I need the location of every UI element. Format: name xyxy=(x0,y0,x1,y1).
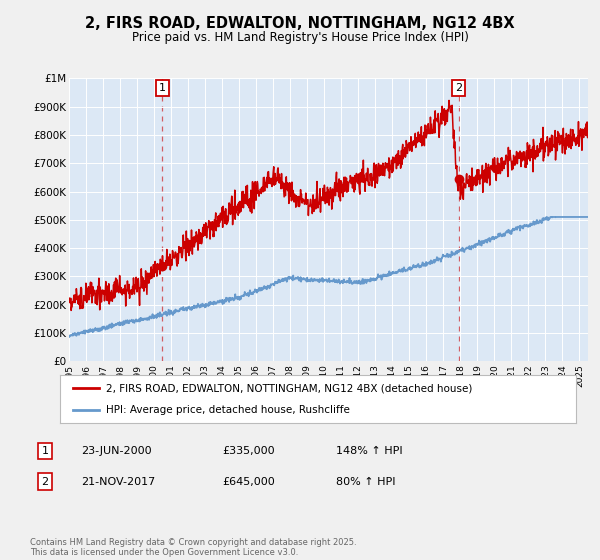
Text: 80% ↑ HPI: 80% ↑ HPI xyxy=(336,477,395,487)
Text: HPI: Average price, detached house, Rushcliffe: HPI: Average price, detached house, Rush… xyxy=(106,405,350,415)
Text: 2, FIRS ROAD, EDWALTON, NOTTINGHAM, NG12 4BX: 2, FIRS ROAD, EDWALTON, NOTTINGHAM, NG12… xyxy=(85,16,515,31)
Text: 21-NOV-2017: 21-NOV-2017 xyxy=(81,477,155,487)
Text: 2, FIRS ROAD, EDWALTON, NOTTINGHAM, NG12 4BX (detached house): 2, FIRS ROAD, EDWALTON, NOTTINGHAM, NG12… xyxy=(106,383,473,393)
Text: 148% ↑ HPI: 148% ↑ HPI xyxy=(336,446,403,456)
Text: £335,000: £335,000 xyxy=(222,446,275,456)
Text: Price paid vs. HM Land Registry's House Price Index (HPI): Price paid vs. HM Land Registry's House … xyxy=(131,31,469,44)
Text: Contains HM Land Registry data © Crown copyright and database right 2025.
This d: Contains HM Land Registry data © Crown c… xyxy=(30,538,356,557)
Text: 1: 1 xyxy=(41,446,49,456)
Text: 1: 1 xyxy=(159,83,166,94)
Text: 2: 2 xyxy=(41,477,49,487)
Text: £645,000: £645,000 xyxy=(222,477,275,487)
Text: 23-JUN-2000: 23-JUN-2000 xyxy=(81,446,152,456)
Text: 2: 2 xyxy=(455,83,462,94)
